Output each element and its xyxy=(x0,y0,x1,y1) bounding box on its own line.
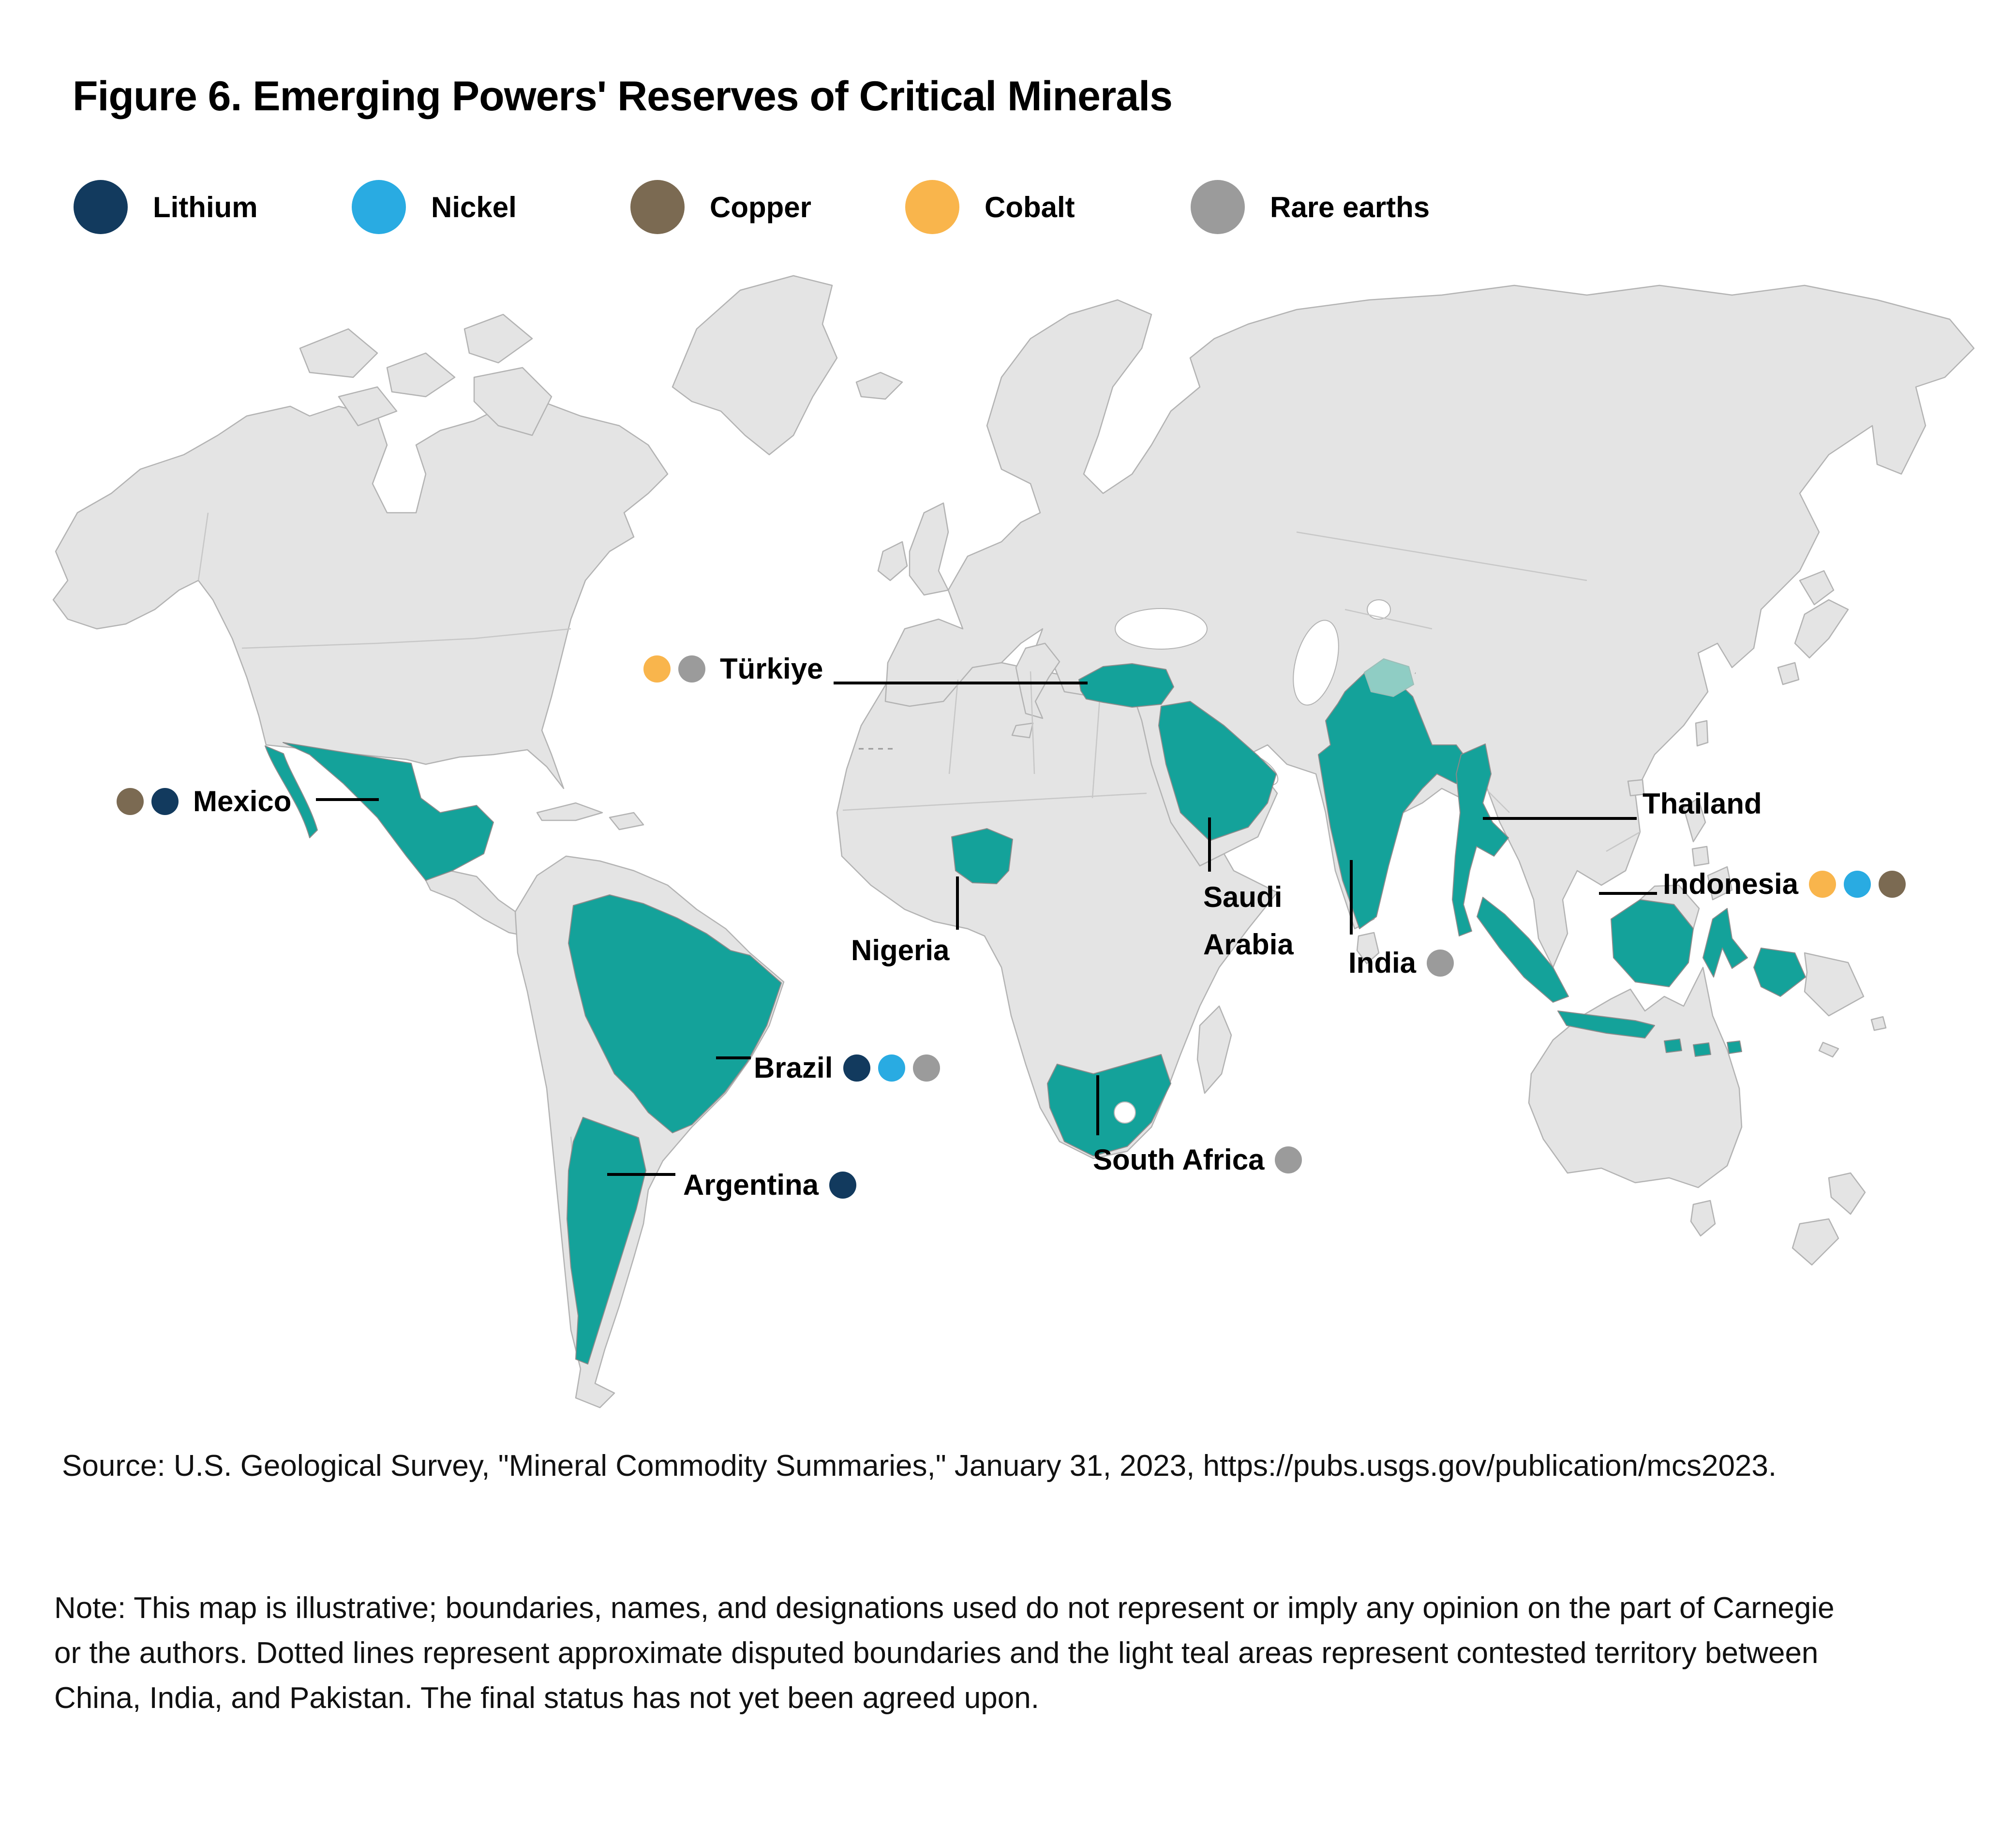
central-america xyxy=(425,870,527,937)
mineral-legend: Lithium Nickel Copper Cobalt Rare earths xyxy=(0,178,2016,241)
country-label-south-africa[interactable]: South Africa xyxy=(1093,1140,1302,1180)
cobalt-dot-icon xyxy=(1809,871,1837,898)
country-label-thailand[interactable]: Thailand xyxy=(1643,784,1762,824)
country-shape-india[interactable] xyxy=(1318,673,1471,929)
legend-label: Rare earths xyxy=(1270,191,1430,223)
cobalt-dot-icon xyxy=(905,180,959,234)
country-label-saudi-arabia[interactable]: Saudi Arabia xyxy=(1203,874,1294,968)
arctic-islands xyxy=(299,313,553,436)
madagascar xyxy=(1196,1005,1232,1094)
lithium-dot-icon xyxy=(74,180,128,234)
figure-title: Figure 6. Emerging Powers' Reserves of C… xyxy=(73,73,1173,119)
legend-item-nickel: Nickel xyxy=(352,178,517,236)
country-name-label: Argentina xyxy=(683,1169,819,1201)
ireland xyxy=(877,541,908,581)
legend-label: Copper xyxy=(710,191,811,223)
nickel-dot-icon xyxy=(352,180,406,234)
pacific-islands xyxy=(1818,1016,1887,1058)
aral-sea xyxy=(1367,599,1391,620)
lesotho-cutout xyxy=(1114,1101,1136,1124)
philippines xyxy=(1683,797,1733,901)
italy xyxy=(1011,642,1060,739)
copper-dot-icon xyxy=(1879,871,1906,898)
caribbean-islands xyxy=(536,802,644,831)
country-shape-south-africa[interactable] xyxy=(1047,1054,1171,1157)
australia xyxy=(1528,966,1743,1188)
country-label-argentina[interactable]: Argentina xyxy=(683,1165,857,1205)
new-zealand xyxy=(1792,1172,1866,1266)
country-label-indonesia[interactable]: Indonesia xyxy=(1663,864,1906,905)
country-label-india[interactable]: India xyxy=(1348,943,1454,983)
taiwan xyxy=(1695,720,1709,747)
rare-earths-dot-icon xyxy=(678,655,705,683)
papua-new-guinea xyxy=(1804,952,1865,1017)
note-text: Note: This map is illustrative; boundari… xyxy=(54,1591,1835,1715)
legend-label: Cobalt xyxy=(985,191,1075,223)
country-shape-turkiye[interactable] xyxy=(1078,663,1174,708)
hainan xyxy=(1627,779,1645,797)
country-name-label: Nigeria xyxy=(851,934,950,966)
contested-territory-kashmir xyxy=(1363,658,1415,698)
caspian-sea xyxy=(1293,620,1339,706)
rare-earths-dot-icon xyxy=(913,1054,941,1082)
eurasia-landmass xyxy=(884,284,1975,968)
country-name-label: India xyxy=(1348,947,1417,979)
legend-item-cobalt: Cobalt xyxy=(905,178,1075,236)
rare-earths-dot-icon xyxy=(1275,1146,1302,1173)
country-shape-thailand[interactable] xyxy=(1452,743,1509,936)
country-shape-brazil[interactable] xyxy=(568,894,782,1133)
greenland xyxy=(672,275,838,456)
legend-item-rare-earths: Rare earths xyxy=(1191,178,1430,236)
country-shape-saudi-arabia[interactable] xyxy=(1158,701,1277,841)
tasmania xyxy=(1690,1200,1716,1237)
copper-dot-icon xyxy=(630,180,685,234)
country-label-turkiye[interactable]: Türkiye xyxy=(643,649,823,689)
country-shape-argentina[interactable] xyxy=(567,1117,646,1365)
country-name-label: Thailand xyxy=(1643,787,1762,820)
lithium-dot-icon xyxy=(151,788,179,815)
legend-label: Nickel xyxy=(431,191,517,223)
saudi-arabia-line2: Arabia xyxy=(1203,928,1294,961)
legend-label: Lithium xyxy=(153,191,258,223)
rare-earths-dot-icon xyxy=(1427,950,1454,977)
legend-item-lithium: Lithium xyxy=(74,178,258,236)
country-shape-indonesia[interactable] xyxy=(1477,897,1806,1057)
world-map-svg xyxy=(52,275,1975,1409)
japan xyxy=(1777,570,1849,685)
nickel-dot-icon xyxy=(878,1054,906,1082)
country-name-label: Türkiye xyxy=(720,653,823,685)
black-sea xyxy=(1115,608,1208,650)
country-label-mexico[interactable]: Mexico xyxy=(117,781,291,822)
country-label-brazil[interactable]: Brazil xyxy=(754,1048,941,1088)
country-name-label: South Africa xyxy=(1093,1143,1265,1176)
lithium-dot-icon xyxy=(829,1172,857,1199)
country-name-label: Mexico xyxy=(193,785,292,817)
united-kingdom xyxy=(909,502,949,596)
country-label-nigeria[interactable]: Nigeria xyxy=(851,930,949,971)
sri-lanka xyxy=(1356,932,1380,965)
saudi-arabia-line1: Saudi xyxy=(1203,881,1283,913)
country-shape-nigeria[interactable] xyxy=(951,828,1013,884)
cobalt-dot-icon xyxy=(643,655,671,683)
lithium-dot-icon xyxy=(843,1054,871,1082)
nickel-dot-icon xyxy=(1844,871,1871,898)
north-america-landmass xyxy=(52,401,669,789)
country-name-label: Indonesia xyxy=(1663,868,1799,900)
world-map xyxy=(39,242,1988,1451)
country-name-label: Brazil xyxy=(754,1052,833,1084)
copper-dot-icon xyxy=(117,788,144,815)
rare-earths-dot-icon xyxy=(1191,180,1245,234)
source-text: Source: U.S. Geological Survey, "Mineral… xyxy=(62,1449,1777,1483)
country-shape-mexico[interactable] xyxy=(265,742,494,881)
iceland xyxy=(855,371,903,400)
legend-item-copper: Copper xyxy=(630,178,811,236)
